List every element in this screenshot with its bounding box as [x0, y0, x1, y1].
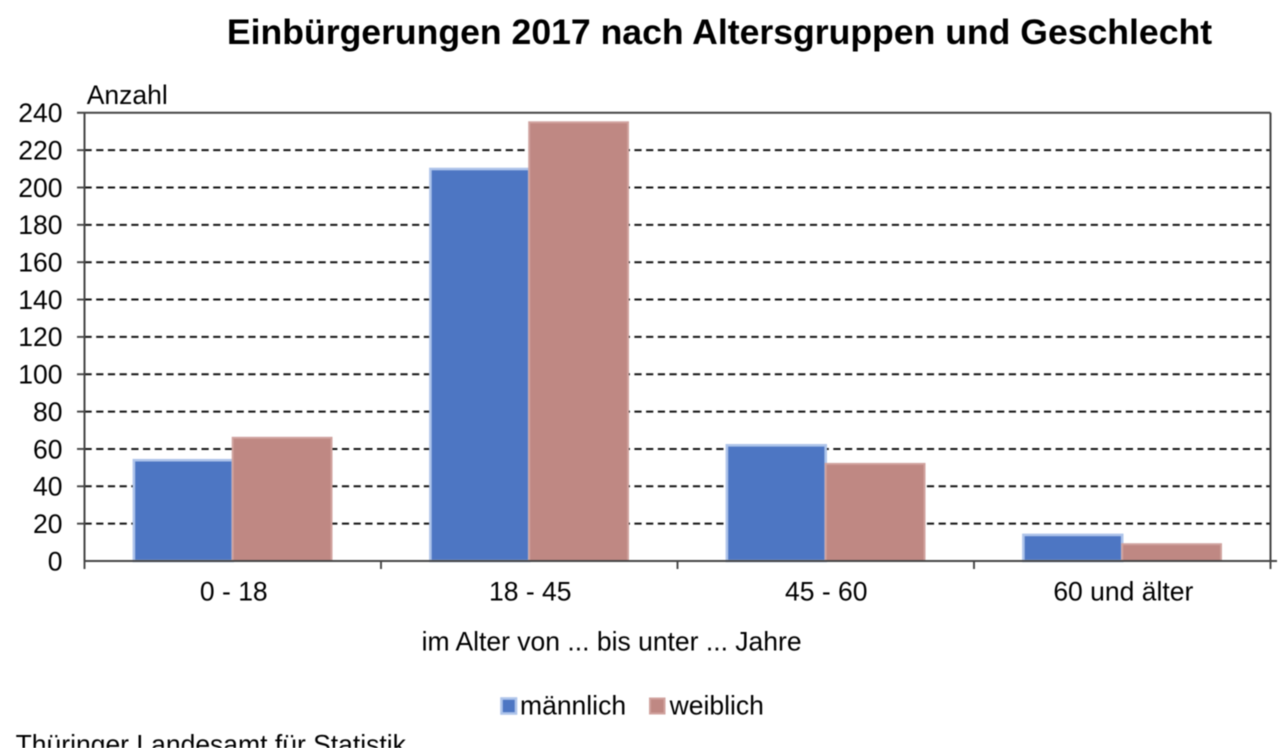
svg-text:20: 20	[33, 509, 62, 539]
svg-text:0: 0	[48, 546, 63, 576]
svg-text:140: 140	[18, 285, 62, 315]
svg-text:45 - 60: 45 - 60	[785, 577, 868, 607]
svg-text:Anzahl: Anzahl	[87, 80, 168, 110]
svg-text:im Alter von ... bis unter ...: im Alter von ... bis unter ... Jahre	[422, 626, 802, 656]
svg-text:18 - 45: 18 - 45	[489, 577, 572, 607]
svg-text:Einbürgerungen 2017 nach Alter: Einbürgerungen 2017 nach Altersgruppen u…	[227, 12, 1212, 52]
svg-text:männlich: männlich	[520, 690, 626, 720]
svg-text:40: 40	[33, 472, 62, 502]
svg-text:120: 120	[18, 322, 62, 352]
svg-text:60: 60	[33, 434, 62, 464]
svg-text:100: 100	[18, 360, 62, 390]
svg-text:Thüringer Landesamt für Statis: Thüringer Landesamt für Statistik	[16, 729, 407, 748]
svg-text:60 und älter: 60 und älter	[1053, 577, 1193, 607]
svg-text:220: 220	[18, 135, 62, 165]
svg-text:0 - 18: 0 - 18	[200, 577, 268, 607]
svg-text:200: 200	[18, 173, 62, 203]
svg-text:180: 180	[18, 210, 62, 240]
svg-text:weiblich: weiblich	[669, 690, 764, 720]
svg-text:160: 160	[18, 248, 62, 278]
svg-text:80: 80	[33, 397, 62, 427]
svg-text:240: 240	[18, 98, 62, 128]
